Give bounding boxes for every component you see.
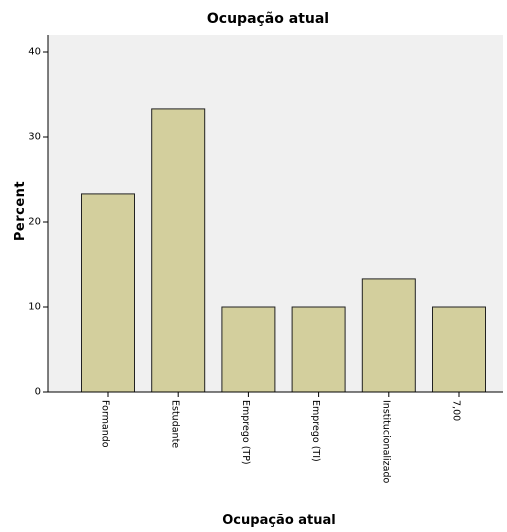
- bar-5: [432, 306, 486, 393]
- bar-4: [361, 278, 416, 393]
- y-ticks: 0 10 20 30 40: [28, 47, 48, 398]
- x-ticks: Formando Estudante Emprego (TP) Emprego (TI…: [100, 392, 462, 484]
- axes-layer: [47, 35, 503, 393]
- x-tick-label-2: Emprego (TP): [240, 400, 251, 465]
- x-axis-label: Ocupação atual: [222, 513, 336, 528]
- y-tick-label-1: 10: [28, 302, 41, 313]
- y-axis-label: Percent: [13, 181, 28, 241]
- x-tick-label-1: Estudante: [170, 400, 181, 448]
- y-tick-label-3: 30: [28, 132, 41, 143]
- x-tick-label-5: 7,00: [451, 400, 462, 421]
- x-tick-label-4: Institucionalizado: [380, 400, 391, 484]
- x-tick-label-0: Formando: [100, 400, 111, 448]
- bar-2: [221, 306, 276, 393]
- bar-1: [151, 108, 206, 393]
- y-tick-label-4: 40: [28, 47, 41, 58]
- y-tick-label-0: 0: [35, 387, 41, 398]
- bar-3: [291, 306, 346, 393]
- bars-layer: [81, 108, 486, 393]
- chart-title: Ocupação atual: [207, 11, 329, 27]
- bar-0: [81, 193, 135, 393]
- x-tick-label-3: Emprego (TI): [310, 400, 321, 462]
- y-tick-label-2: 20: [28, 217, 41, 228]
